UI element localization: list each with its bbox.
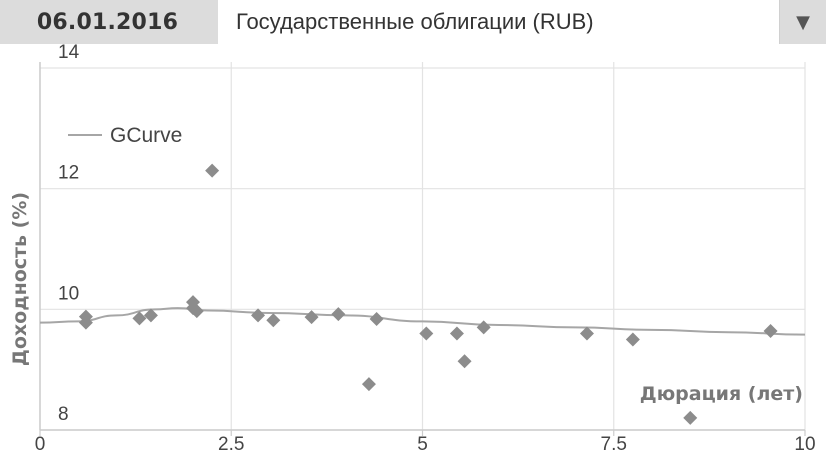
bond-point [331,307,346,322]
bond-point [476,320,491,335]
x-tick-label: 7.5 [601,434,627,455]
dropdown-toggle-button[interactable]: ▼ [780,0,826,44]
bond-point [419,326,434,341]
x-tick-label: 10 [794,434,815,455]
bond-point [457,354,472,369]
date-text: 06.01.2016 [36,9,179,35]
bond-point [625,332,640,347]
y-tick-label: 12 [58,163,79,184]
y-tick-label: 14 [58,44,80,63]
bond-point [78,309,93,324]
bond-point [361,377,376,392]
selected-option-text: Государственные облигации (RUB) [236,9,594,34]
x-tick-label: 2.5 [218,434,244,455]
bond-point [369,311,384,326]
x-tick-label: 5 [417,434,428,455]
instrument-select[interactable]: Государственные облигации (RUB) [218,0,780,44]
yield-chart: 0 2.5 5 7.5 10 8 10 12 14 Доходность (%) Дюрация (… [9,44,816,455]
x-tick-label: 0 [35,434,46,455]
bond-point [189,304,204,319]
bond-point [132,311,147,326]
bond-point [763,324,778,339]
legend-label: GCurve [110,124,182,147]
x-axis-label: Дюрация (лет) [640,383,803,405]
bond-point [266,313,281,328]
bond-point [683,410,698,425]
y-tick-label: 8 [58,404,69,425]
y-tick-label: 10 [58,283,79,304]
bond-point [251,308,266,323]
bond-point [143,308,158,323]
bond-point [579,326,594,341]
y-axis-label: Доходность (%) [9,192,31,366]
bond-point [205,163,220,178]
triangle-down-icon: ▼ [796,11,810,33]
bond-point [304,310,319,325]
bond-point [449,326,464,341]
date-display: 06.01.2016 [0,0,215,44]
